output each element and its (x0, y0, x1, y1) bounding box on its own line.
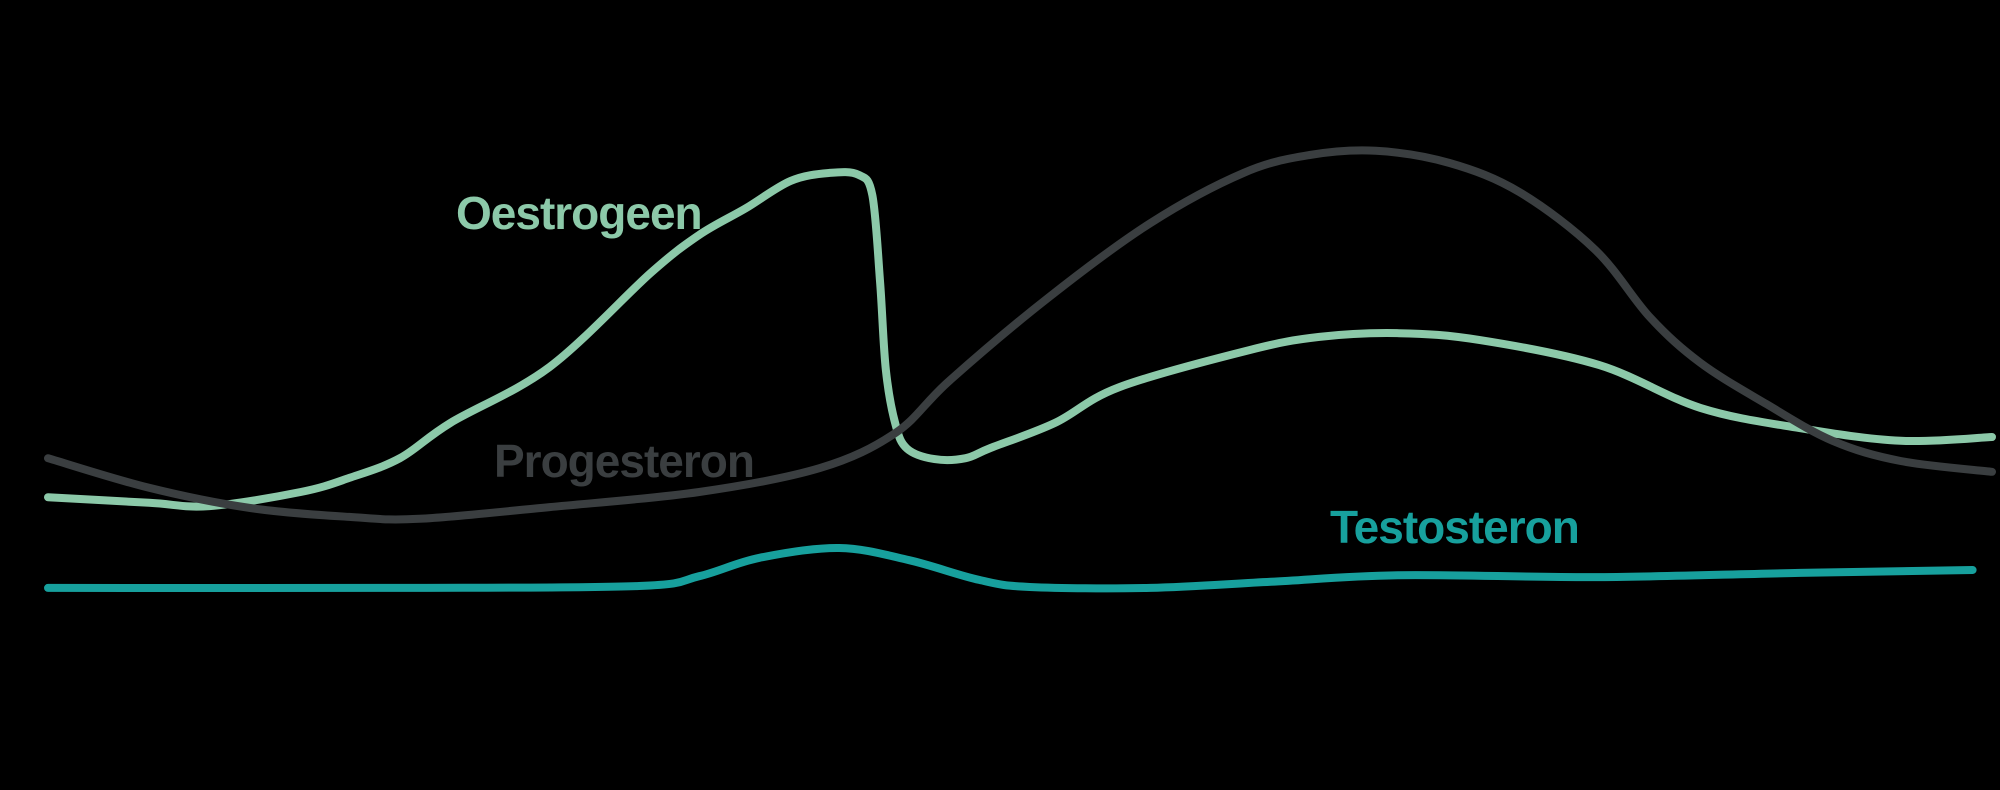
testosteron-curve-label: Testosteron (1330, 501, 1580, 553)
oestrogeen-curve (44, 168, 1996, 511)
progesteron-curve-label: Progesteron (494, 435, 755, 487)
testosteron-curve (44, 543, 1977, 593)
progesteron-curve (44, 146, 1996, 524)
oestrogeen-curve-label: Oestrogeen (456, 187, 703, 239)
